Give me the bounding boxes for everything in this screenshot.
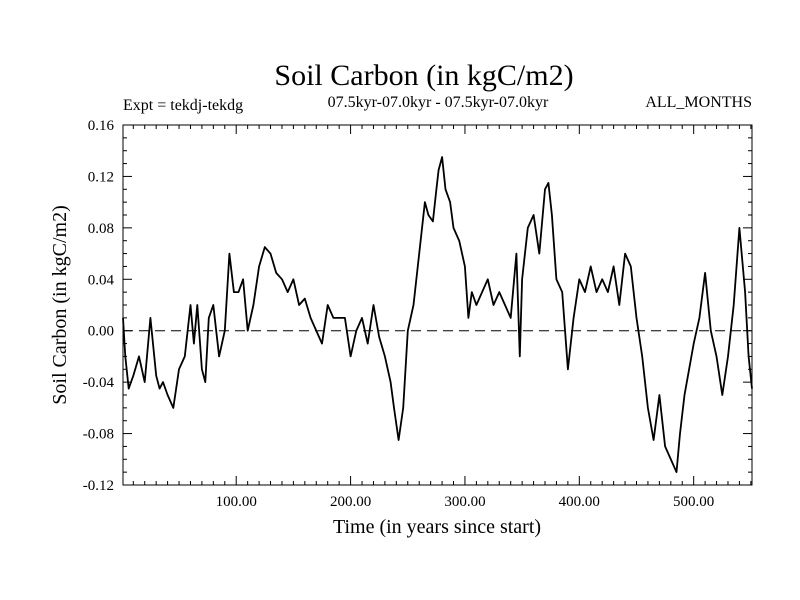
soil-carbon-series-line xyxy=(122,156,753,473)
y-axis-tick-labels: -0.12 -0.08 -0.04 0.00 0.04 0.08 0.12 0.16 xyxy=(83,118,115,494)
y-tick-label: 0.12 xyxy=(88,169,114,185)
period-label: 07.5kyr-07.0kyr - 07.5kyr-07.0kyr xyxy=(328,94,549,111)
y-tick-label: 0.16 xyxy=(88,118,115,134)
y-tick-label: 0.04 xyxy=(88,272,115,288)
y-tick-label: 0.00 xyxy=(88,324,114,340)
x-tick-label: 500.00 xyxy=(673,494,714,510)
y-tick-label: -0.04 xyxy=(83,375,115,391)
y-tick-label: -0.12 xyxy=(83,478,114,494)
x-tick-label: 300.00 xyxy=(444,494,485,510)
x-axis-label: Time (in years since start) xyxy=(333,516,541,538)
experiment-label: Expt = tekdj-tekdg xyxy=(123,97,243,114)
x-tick-label: 200.00 xyxy=(330,494,371,510)
x-tick-label: 100.00 xyxy=(216,494,257,510)
y-axis-label: Soil Carbon (in kgC/m2) xyxy=(49,205,71,404)
months-label: ALL_MONTHS xyxy=(645,94,752,111)
y-tick-label: 0.08 xyxy=(88,221,114,237)
chart-title: Soil Carbon (in kgC/m2) xyxy=(274,59,573,92)
x-tick-label: 400.00 xyxy=(559,494,600,510)
x-axis-ticks xyxy=(132,125,752,485)
y-tick-label: -0.08 xyxy=(83,427,114,443)
x-axis-tick-labels: 100.00 200.00 300.00 400.00 500.00 xyxy=(216,494,715,510)
y-axis-ticks xyxy=(123,124,752,486)
